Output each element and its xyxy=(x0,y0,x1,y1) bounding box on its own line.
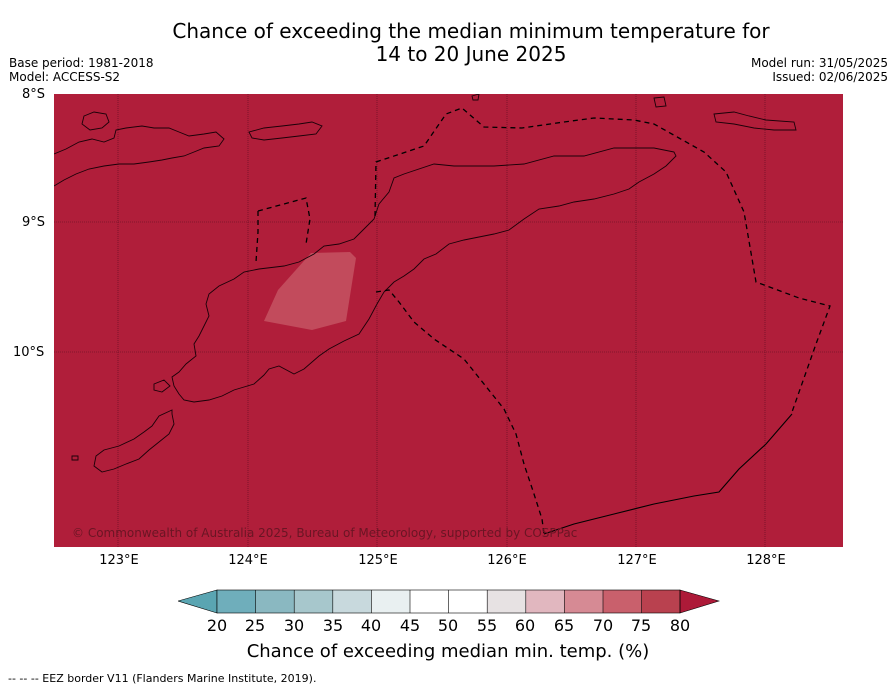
eez-footnote: -- -- -- EEZ border V11 (Flanders Marine… xyxy=(8,672,317,685)
colorbar-swatch-6 xyxy=(448,590,488,613)
colorbar xyxy=(178,589,720,614)
issued-text: Issued: 02/06/2025 xyxy=(772,70,888,84)
lat-label-10s: 10°S xyxy=(13,345,45,360)
alor-island-outline xyxy=(81,111,110,131)
colorbar-tick-80: 80 xyxy=(669,616,691,635)
map-title-line2: 14 to 20 June 2025 xyxy=(375,42,567,66)
copyright-text: © Commonwealth of Australia 2025, Bureau… xyxy=(72,526,577,540)
colorbar-tick-40: 40 xyxy=(360,616,382,635)
lon-label-123e: 123°E xyxy=(99,553,139,568)
colorbar-swatch-8 xyxy=(525,590,565,613)
colorbar-swatch-4 xyxy=(371,590,410,613)
small-island-3 xyxy=(471,94,480,101)
colorbar-tick-50: 50 xyxy=(437,616,459,635)
lon-label-128e: 128°E xyxy=(746,553,786,568)
colorbar-swatch-5 xyxy=(410,590,449,613)
colorbar-tick-35: 35 xyxy=(322,616,344,635)
southeast-boundary xyxy=(543,413,793,535)
map-panel[interactable]: © Commonwealth of Australia 2025, Bureau… xyxy=(54,94,843,547)
colorbar-tick-65: 65 xyxy=(553,616,575,635)
small-island-2 xyxy=(713,111,797,131)
probability-patch xyxy=(264,252,356,330)
colorbar-tick-55: 55 xyxy=(476,616,498,635)
colorbar-tick-25: 25 xyxy=(244,616,266,635)
meta-info-right: Model run: 31/05/2025 Issued: 02/06/2025 xyxy=(751,56,888,84)
colorbar-tick-30: 30 xyxy=(283,616,305,635)
colorbar-label: Chance of exceeding median min. temp. (%… xyxy=(246,641,650,662)
colorbar-swatch-9 xyxy=(564,590,603,613)
colorbar-swatch-10 xyxy=(603,590,642,613)
rote-island-outline xyxy=(153,379,171,393)
colorbar-swatch-11 xyxy=(641,590,681,613)
colorbar-arrow-low xyxy=(178,589,218,614)
tiny-island-sw xyxy=(71,455,79,461)
lon-label-124e: 124°E xyxy=(228,553,268,568)
lon-label-125e: 125°E xyxy=(358,553,398,568)
colorbar-tick-20: 20 xyxy=(206,616,228,635)
lat-label-9s: 9°S xyxy=(22,215,46,230)
graticule xyxy=(54,94,843,547)
colorbar-dividers xyxy=(255,590,642,613)
north-islands-outline xyxy=(54,125,225,187)
colorbar-arrow-high xyxy=(679,589,720,614)
model-run-text: Model run: 31/05/2025 xyxy=(750,56,888,70)
model-text: Model: ACCESS-S2 xyxy=(9,70,121,84)
lat-label-8s: 8°S xyxy=(22,87,46,102)
base-period-text: Base period: 1981-2018 xyxy=(9,56,154,70)
colorbar-tick-75: 75 xyxy=(630,616,652,635)
lon-label-126e: 126°E xyxy=(487,553,527,568)
colorbar-swatch-3 xyxy=(332,590,372,613)
map-background xyxy=(54,94,843,547)
colorbar-tick-60: 60 xyxy=(514,616,536,635)
colorbar-tick-45: 45 xyxy=(399,616,421,635)
colorbar-swatches xyxy=(217,590,681,613)
small-island-1 xyxy=(653,96,667,108)
southwest-islands-outline xyxy=(93,409,175,473)
colorbar-swatch-7 xyxy=(487,590,526,613)
colorbar-tick-70: 70 xyxy=(592,616,614,635)
wetar-island-outline xyxy=(248,121,323,141)
colorbar-swatch-0 xyxy=(217,590,256,613)
meta-info-left: Base period: 1981-2018 Model: ACCESS-S2 xyxy=(9,56,154,84)
map-title-line1: Chance of exceeding the median minimum t… xyxy=(172,19,770,43)
colorbar-swatch-1 xyxy=(255,590,295,613)
colorbar-swatch-2 xyxy=(294,590,333,613)
lon-label-127e: 127°E xyxy=(617,553,657,568)
map-title: Chance of exceeding the median minimum t… xyxy=(0,20,896,66)
